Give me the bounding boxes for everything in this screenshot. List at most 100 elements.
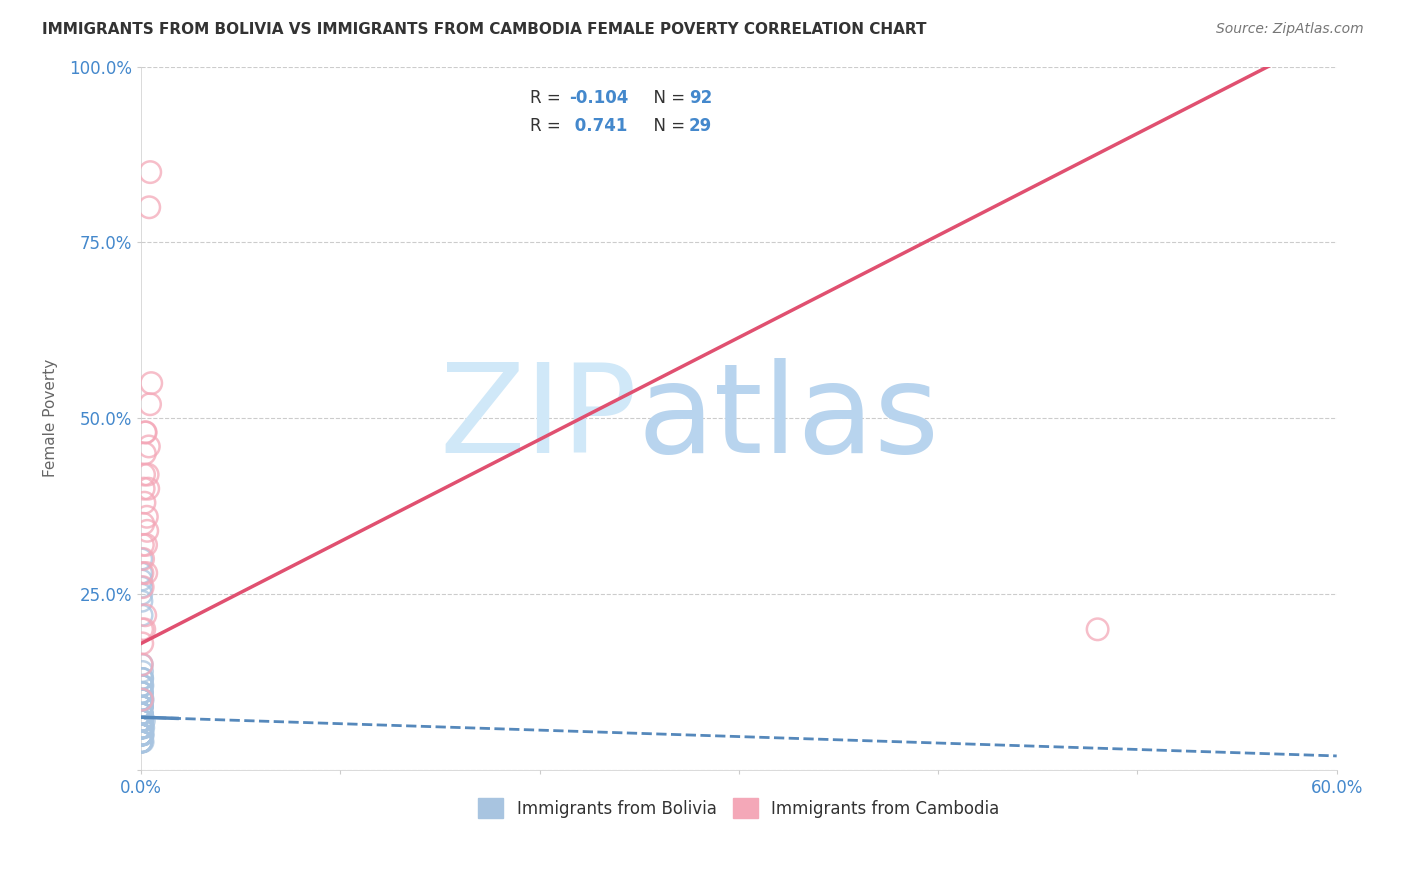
- Point: [132, 721, 155, 735]
- Point: [131, 692, 153, 706]
- Point: [131, 580, 153, 594]
- Point: [131, 608, 153, 623]
- Point: [131, 699, 153, 714]
- Point: [131, 735, 153, 749]
- Point: [131, 714, 153, 728]
- Point: [131, 665, 153, 679]
- Point: [131, 721, 153, 735]
- Text: Source: ZipAtlas.com: Source: ZipAtlas.com: [1216, 22, 1364, 37]
- Point: [132, 692, 155, 706]
- Point: [131, 679, 153, 693]
- Point: [131, 685, 153, 699]
- Point: [131, 728, 153, 742]
- Text: N =: N =: [644, 89, 690, 107]
- Point: [134, 623, 156, 637]
- Point: [131, 714, 153, 728]
- Point: [131, 721, 153, 735]
- Point: [131, 580, 153, 594]
- Point: [131, 721, 153, 735]
- Point: [131, 735, 153, 749]
- Point: [134, 608, 156, 623]
- Point: [131, 636, 153, 650]
- Point: [131, 679, 153, 693]
- Point: [135, 425, 157, 440]
- Point: [131, 721, 153, 735]
- Text: 92: 92: [689, 89, 711, 107]
- Point: [132, 538, 155, 552]
- Point: [131, 587, 153, 601]
- Point: [131, 728, 153, 742]
- Point: [131, 728, 153, 742]
- Point: [138, 439, 160, 453]
- Point: [131, 728, 153, 742]
- Point: [131, 706, 153, 721]
- Point: [131, 692, 153, 706]
- Point: [131, 706, 153, 721]
- Y-axis label: Female Poverty: Female Poverty: [44, 359, 58, 477]
- Point: [131, 721, 153, 735]
- Point: [131, 706, 153, 721]
- Point: [131, 714, 153, 728]
- Point: [131, 735, 153, 749]
- Point: [131, 714, 153, 728]
- Point: [138, 200, 160, 214]
- Point: [131, 706, 153, 721]
- Point: [139, 397, 162, 411]
- Point: [136, 482, 159, 496]
- Point: [136, 467, 159, 482]
- Point: [131, 728, 153, 742]
- Point: [131, 692, 153, 706]
- Text: atlas: atlas: [637, 358, 939, 479]
- Point: [131, 728, 153, 742]
- Point: [131, 699, 153, 714]
- Point: [132, 735, 155, 749]
- Point: [131, 706, 153, 721]
- Point: [131, 573, 153, 587]
- Point: [131, 721, 153, 735]
- Point: [131, 685, 153, 699]
- Text: IMMIGRANTS FROM BOLIVIA VS IMMIGRANTS FROM CAMBODIA FEMALE POVERTY CORRELATION C: IMMIGRANTS FROM BOLIVIA VS IMMIGRANTS FR…: [42, 22, 927, 37]
- Point: [131, 714, 153, 728]
- Text: -0.104: -0.104: [569, 89, 628, 107]
- Point: [131, 706, 153, 721]
- Point: [131, 706, 153, 721]
- Point: [134, 496, 156, 510]
- Point: [132, 482, 155, 496]
- Point: [139, 165, 162, 179]
- Point: [131, 735, 153, 749]
- Point: [131, 685, 153, 699]
- Point: [131, 699, 153, 714]
- Point: [131, 728, 153, 742]
- Point: [131, 672, 153, 686]
- Point: [131, 728, 153, 742]
- Point: [131, 714, 153, 728]
- Point: [131, 657, 153, 672]
- Point: [131, 692, 153, 706]
- Point: [131, 566, 153, 580]
- Text: 0.741: 0.741: [569, 118, 627, 136]
- Point: [131, 728, 153, 742]
- Point: [132, 467, 155, 482]
- Point: [132, 721, 155, 735]
- Legend: Immigrants from Bolivia, Immigrants from Cambodia: Immigrants from Bolivia, Immigrants from…: [471, 791, 1007, 825]
- Point: [132, 728, 155, 742]
- Point: [131, 685, 153, 699]
- Point: [135, 566, 157, 580]
- Point: [131, 692, 153, 706]
- Point: [136, 524, 159, 538]
- Point: [131, 706, 153, 721]
- Text: 29: 29: [689, 118, 711, 136]
- Point: [131, 735, 153, 749]
- Point: [131, 672, 153, 686]
- Point: [131, 706, 153, 721]
- Point: [131, 728, 153, 742]
- Point: [135, 538, 157, 552]
- Point: [131, 721, 153, 735]
- Point: [131, 728, 153, 742]
- Point: [134, 425, 156, 440]
- Point: [131, 728, 153, 742]
- Point: [131, 721, 153, 735]
- Point: [135, 509, 157, 524]
- Point: [134, 446, 156, 460]
- Point: [131, 566, 153, 580]
